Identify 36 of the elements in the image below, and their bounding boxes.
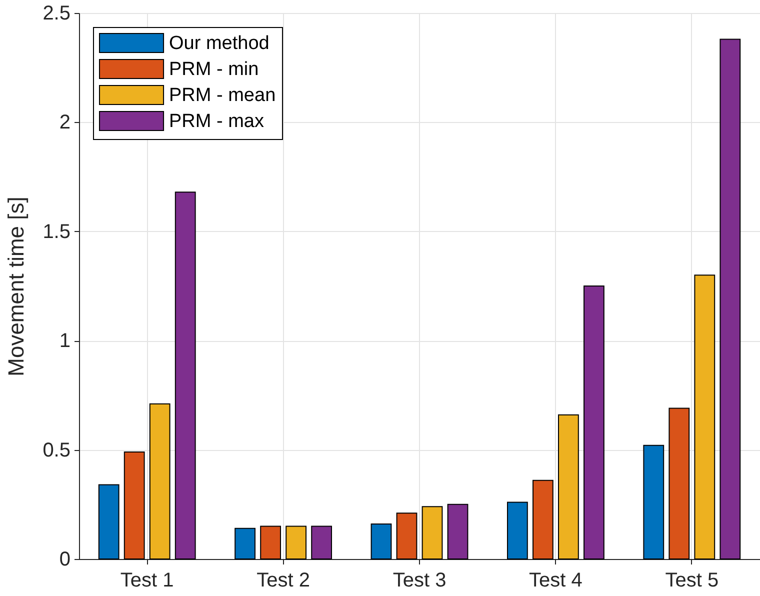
y-axis-title: Movement time [s]: [4, 196, 29, 376]
y-tick-label: 1.5: [42, 220, 70, 243]
x-tick-label: Test 2: [256, 570, 310, 592]
y-tick-label: 0: [59, 548, 70, 570]
bar: [694, 274, 716, 560]
bar: [370, 524, 392, 560]
bar: [311, 526, 332, 560]
bar: [643, 444, 664, 560]
bar: [720, 38, 741, 560]
y-tick-label: 0.5: [42, 439, 70, 462]
bar: [422, 506, 443, 560]
x-tick-label: Test 1: [120, 570, 174, 592]
bar: [234, 528, 256, 560]
bar: [174, 192, 196, 560]
legend-label: PRM - min: [169, 59, 259, 80]
bar: [558, 414, 579, 560]
legend-label: Our method: [169, 33, 270, 54]
bar: [584, 286, 604, 560]
bar: [506, 502, 528, 560]
y-tick-label: 2: [59, 112, 70, 134]
x-tick-label: Test 3: [392, 570, 446, 592]
y-tick-label: 2.5: [42, 2, 70, 24]
bar: [260, 526, 281, 560]
bar: [124, 451, 145, 560]
x-tick-label: Test 5: [665, 570, 719, 592]
bar: [396, 512, 418, 560]
legend-label: PRM - mean: [169, 85, 276, 106]
y-tick-label: 1: [59, 330, 70, 352]
bar: [447, 504, 468, 560]
x-tick-label: Test 4: [529, 570, 582, 592]
bar: [149, 403, 170, 560]
legend-label: PRM - max: [169, 111, 264, 132]
bar: [286, 526, 306, 560]
bar: [532, 480, 554, 560]
bar: [98, 484, 120, 560]
bar: [668, 408, 690, 560]
